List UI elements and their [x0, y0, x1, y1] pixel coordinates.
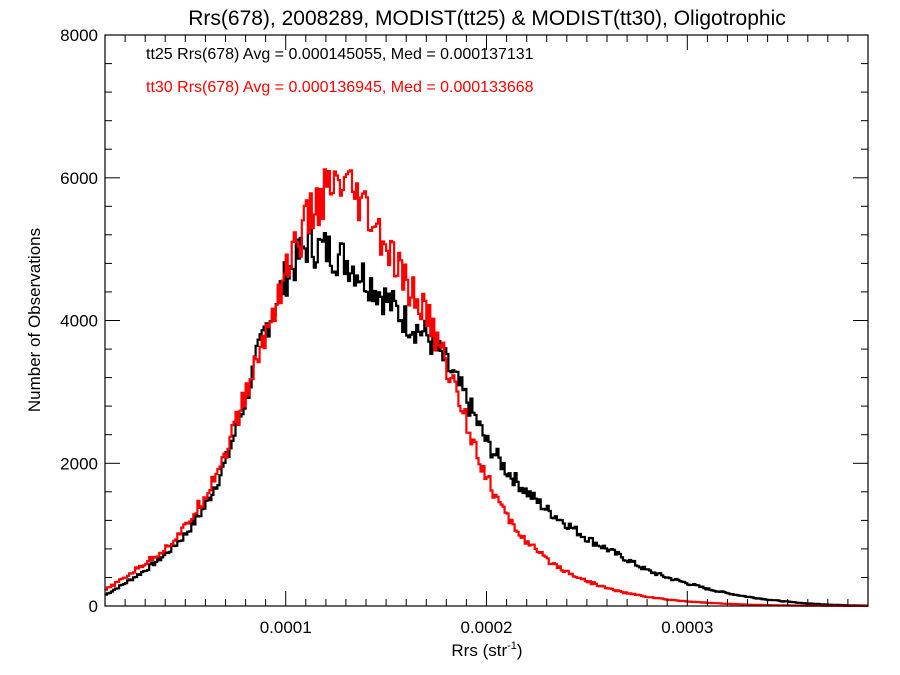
x-axis-label-close: ) — [517, 641, 523, 660]
x-axis-label-main: Rrs (str — [451, 641, 507, 660]
series-annotation-tt25: tt25 Rrs(678) Avg = 0.000145055, Med = 0… — [146, 46, 534, 63]
series-tt25-histogram — [105, 228, 868, 607]
y-tick-label: 0 — [89, 597, 98, 616]
y-tick-label: 4000 — [60, 312, 98, 331]
y-tick-label: 6000 — [60, 169, 98, 188]
x-tick-label: 0.0003 — [661, 618, 713, 637]
series-tt30-histogram — [105, 168, 868, 607]
x-tick-label: 0.0001 — [260, 618, 312, 637]
y-axis-label: Number of Observations — [25, 228, 44, 412]
series-annotation-tt30: tt30 Rrs(678) Avg = 0.000136945, Med = 0… — [146, 79, 534, 96]
plot-area: 0 2000 4000 6000 8000 0.0001 0.0002 0.0003 — [60, 26, 869, 637]
chart-title: Rrs(678), 2008289, MODIST(tt25) & MODIST… — [188, 7, 786, 30]
y-tick-label: 8000 — [60, 26, 98, 45]
x-axis-label: Rrs (str-1) — [451, 640, 522, 660]
y-tick-label: 2000 — [60, 454, 98, 473]
x-tick-label: 0.0002 — [461, 618, 513, 637]
plot-frame — [104, 34, 869, 607]
x-axis-label-sup: -1 — [507, 640, 517, 652]
